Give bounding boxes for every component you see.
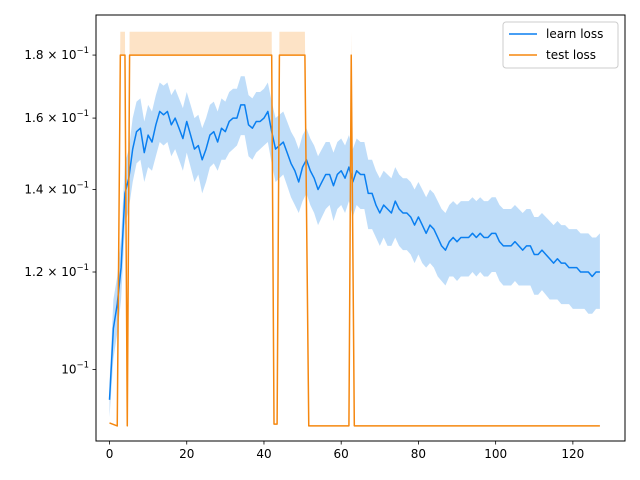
legend: learn loss test loss — [502, 21, 619, 69]
x-tick-label: 120 — [561, 447, 584, 461]
legend-label-learn-loss: learn loss — [546, 27, 603, 41]
y-tick-label: 10−1 — [61, 361, 89, 377]
learn-loss-line — [108, 104, 600, 400]
y-tick-label: 1.2 × 10−1 — [24, 263, 89, 279]
x-tick-label: 40 — [256, 447, 271, 461]
x-tick-label: 80 — [411, 447, 426, 461]
confidence-bands — [109, 31, 600, 426]
learn-loss-band — [109, 76, 600, 418]
x-tick-label: 0 — [106, 447, 114, 461]
x-tick-label: 100 — [484, 447, 507, 461]
x-tick-label: 60 — [334, 447, 349, 461]
y-axis: 10−1 1.2 × 10−1 1.4 × 10−1 1.6 × 10−1 1.8 × … — [24, 46, 96, 377]
x-axis: 0 20 40 60 80 100 120 — [106, 441, 584, 461]
test-loss-line — [109, 54, 600, 427]
y-tick-label: 1.6 × 10−1 — [24, 109, 89, 125]
x-tick-label: 20 — [179, 447, 194, 461]
series-lines — [108, 54, 600, 427]
y-tick-label: 1.8 × 10−1 — [24, 46, 89, 62]
legend-label-test-loss: test loss — [546, 48, 596, 62]
y-tick-label: 1.4 × 10−1 — [24, 181, 89, 197]
plot-frame — [95, 14, 626, 442]
